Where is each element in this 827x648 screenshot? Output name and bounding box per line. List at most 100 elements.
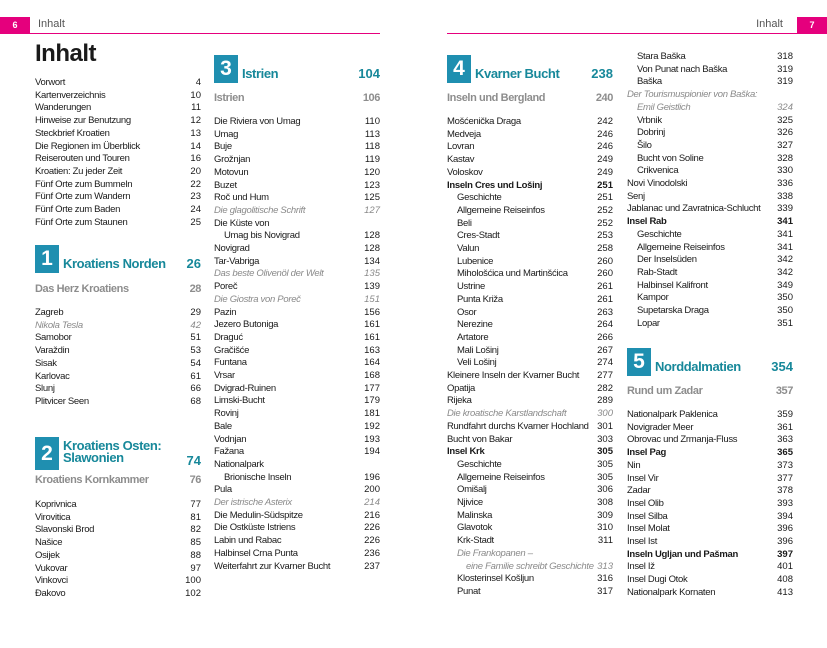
entry-title: Lovran	[447, 141, 475, 153]
entry-title: Insel Ist	[627, 536, 658, 547]
entry-page: 401	[777, 561, 793, 573]
entry-title: Obrovac und Zrmanja-Fluss	[627, 434, 738, 446]
entry-page: 359	[777, 409, 793, 420]
section-number: 3	[214, 55, 238, 83]
entry-title: Fünf Orte zum Staunen	[35, 216, 128, 228]
entry-title: Opatija	[447, 382, 476, 394]
entry-page: 261	[597, 281, 613, 293]
entry-title: Lubenice	[457, 255, 494, 267]
entry-page: 300	[597, 408, 613, 420]
region-title: Das Herz Kroatiens	[35, 283, 129, 295]
entry-title: Geschichte	[457, 458, 502, 470]
entry-page: 350	[777, 305, 793, 316]
section-title: Kroatiens Norden	[63, 256, 166, 271]
section-number: 2	[35, 437, 59, 470]
entry-page: 252	[597, 217, 613, 229]
entry-title: Stara Baška	[637, 51, 686, 62]
region-title: Istrien	[214, 92, 245, 104]
entry-title: Geschichte	[457, 192, 502, 204]
entry-page: 349	[777, 279, 793, 291]
entry-page: 305	[597, 471, 613, 483]
entry-page: 164	[364, 357, 380, 369]
entry-page: 128	[364, 243, 380, 254]
entry-page: 266	[597, 331, 613, 343]
entry-page: 396	[777, 536, 793, 547]
entry-page: 341	[777, 241, 793, 253]
entry-title: Nationalpark Kornaten	[627, 586, 716, 598]
entry-title: Halbinsel Crna Punta	[214, 547, 298, 559]
entry-page: 14	[190, 140, 201, 152]
region-page: 106	[362, 92, 381, 104]
entry-title: Senj	[627, 190, 645, 202]
entry-title: Valun	[457, 243, 480, 254]
entry-title: Supetarska Draga	[637, 305, 709, 316]
entry-title: Bucht von Bakar	[447, 433, 513, 445]
region-title: Rund um Zadar	[627, 385, 703, 397]
entry-page: 168	[364, 370, 380, 381]
entry-title: Malinska	[457, 509, 493, 521]
entry-title: Medveja	[447, 128, 481, 140]
entry-page: 12	[190, 115, 201, 127]
entry-title: Kleinere Inseln der Kvarner Bucht	[447, 370, 580, 381]
section-title: Istrien	[242, 66, 279, 81]
entry-page: 264	[597, 319, 613, 331]
region-title: Kroatiens Kornkammer	[35, 474, 149, 486]
entry-page: 282	[597, 382, 613, 394]
entry-title: Roč und Hum	[214, 192, 269, 204]
entry-title: Brionische Inseln	[224, 471, 292, 483]
entry-page: 123	[364, 179, 380, 191]
entry-page: 338	[777, 190, 793, 202]
entry-page: 29	[190, 307, 201, 318]
entry-page: 120	[364, 166, 380, 178]
section-title: Norddalmatien	[655, 359, 741, 374]
entry-title: Von Punat nach Baška	[637, 63, 728, 75]
entry-title: Draguć	[214, 331, 243, 343]
entry-page: 42	[190, 319, 201, 331]
entry-page: 135	[364, 268, 380, 280]
entry-page: 339	[777, 203, 793, 215]
entry-title: Allgemeine Reiseinfos	[457, 471, 545, 483]
entry-title: Der Tourismuspionier von Baška:	[627, 89, 758, 101]
entry-title: Slavonski Brod	[35, 524, 95, 536]
entry-page: 113	[364, 128, 380, 140]
entry-title: Der istrische Asterix	[214, 497, 292, 508]
entry-title: Klosterinsel Košljun	[457, 573, 534, 585]
entry-page: 342	[777, 266, 793, 278]
entry-title: Allgemeine Reiseinfos	[637, 241, 725, 253]
entry-page: 373	[777, 459, 793, 471]
entry-page: 309	[597, 509, 613, 521]
entry-title: Bucht von Soline	[637, 152, 704, 164]
section-number: 1	[35, 245, 59, 273]
entry-title: Njivice	[457, 497, 483, 508]
region-page: 76	[189, 474, 202, 486]
entry-title: Die Riviera von Umag	[214, 116, 301, 127]
entry-title: Insel Iž	[627, 561, 655, 573]
entry-title: Vrbnik	[637, 114, 662, 126]
entry-page: 252	[597, 204, 613, 216]
entry-title: Hinweise zur Benutzung	[35, 115, 131, 127]
entry-page: 192	[364, 420, 380, 432]
entry-title: Beli	[457, 217, 472, 229]
entry-title: Die kroatische Karstlandschaft	[447, 408, 567, 420]
entry-page: 242	[597, 116, 613, 127]
entry-title: Grožnjan	[214, 154, 251, 166]
entry-title: Samobor	[35, 332, 72, 344]
entry-title: Geschichte	[637, 228, 682, 240]
entry-title: Nikola Tesla	[35, 319, 83, 331]
entry-title: Nin	[627, 459, 641, 471]
entry-page: 22	[190, 178, 201, 190]
entry-page: 377	[777, 472, 793, 484]
entry-page: 100	[185, 575, 201, 587]
entry-page: 327	[777, 139, 793, 151]
entry-title: Plitvicer Seen	[35, 395, 89, 407]
entry-title: Fünf Orte zum Wandern	[35, 191, 131, 203]
entry-page: 277	[597, 370, 613, 381]
entry-page: 319	[777, 63, 793, 75]
entry-page: 24	[190, 204, 201, 215]
entry-page: 226	[364, 522, 380, 534]
entry-title: Limski-Bucht	[214, 395, 265, 407]
entry-page: 408	[777, 574, 793, 586]
entry-page: 274	[597, 357, 613, 369]
entry-page: 246	[597, 141, 613, 153]
entry-page: 81	[190, 511, 201, 523]
